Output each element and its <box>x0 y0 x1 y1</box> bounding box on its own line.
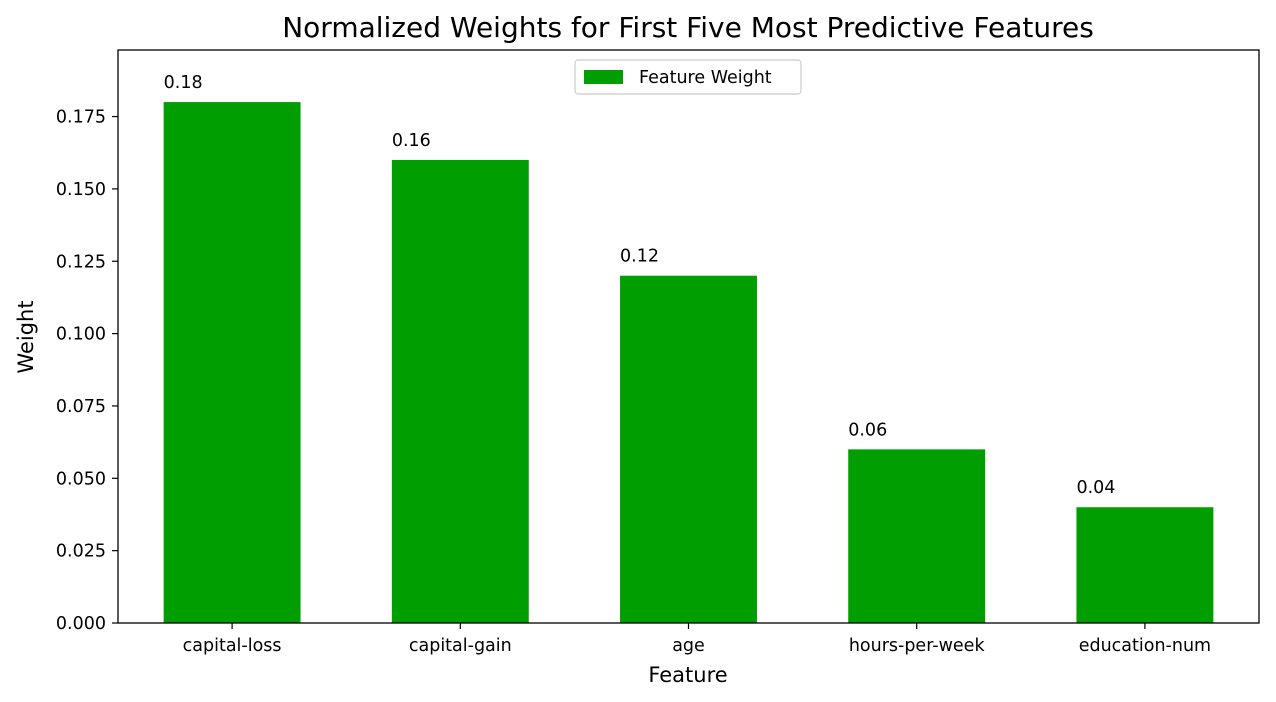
y-tick-label: 0.100 <box>56 325 106 345</box>
data-label-capital-gain: 0.16 <box>392 131 431 151</box>
data-labels-group: 0.18 0.16 0.12 0.06 0.04 <box>164 73 1116 498</box>
x-tick-label: capital-loss <box>183 636 282 656</box>
data-label-age: 0.12 <box>620 247 659 267</box>
x-tick-label: hours-per-week <box>849 636 986 656</box>
x-tick-label: capital-gain <box>409 636 512 656</box>
bar-age <box>620 275 757 623</box>
y-tick-label: 0.175 <box>56 108 106 128</box>
legend-box <box>574 59 802 95</box>
legend-label: Feature Weight <box>639 68 772 88</box>
data-label-education-num: 0.04 <box>1076 478 1115 498</box>
bar-hours-per-week <box>848 449 986 623</box>
y-axis-ticks: 0.000 0.025 0.050 0.075 0.100 0.125 0.150 0.175 <box>56 108 118 634</box>
y-tick-label: 0.050 <box>56 469 106 489</box>
data-label-capital-loss: 0.18 <box>164 73 203 93</box>
data-label-hours-per-week: 0.06 <box>848 420 887 440</box>
y-axis-label: Weight <box>14 300 38 373</box>
y-tick-label: 0.025 <box>56 542 106 562</box>
x-tick-label: age <box>672 636 705 656</box>
bar-education-num <box>1076 507 1214 623</box>
bars-group <box>163 102 1214 623</box>
bar-capital-gain <box>391 159 529 623</box>
x-axis-label: Feature <box>648 663 727 687</box>
x-tick-label: education-num <box>1079 636 1211 656</box>
y-tick-label: 0.125 <box>56 252 106 272</box>
plot-frame <box>117 49 1260 624</box>
y-tick-label: 0.075 <box>56 397 106 417</box>
chart-title: Normalized Weights for First Five Most P… <box>282 11 1094 44</box>
bar-capital-loss <box>163 102 301 623</box>
legend-swatch <box>584 70 623 84</box>
x-axis-ticks: capital-loss capital-gain age hours-per-wee… <box>183 623 1211 656</box>
legend: Feature Weight <box>574 59 802 95</box>
y-tick-label: 0.000 <box>56 614 106 634</box>
y-tick-label: 0.150 <box>56 180 106 200</box>
